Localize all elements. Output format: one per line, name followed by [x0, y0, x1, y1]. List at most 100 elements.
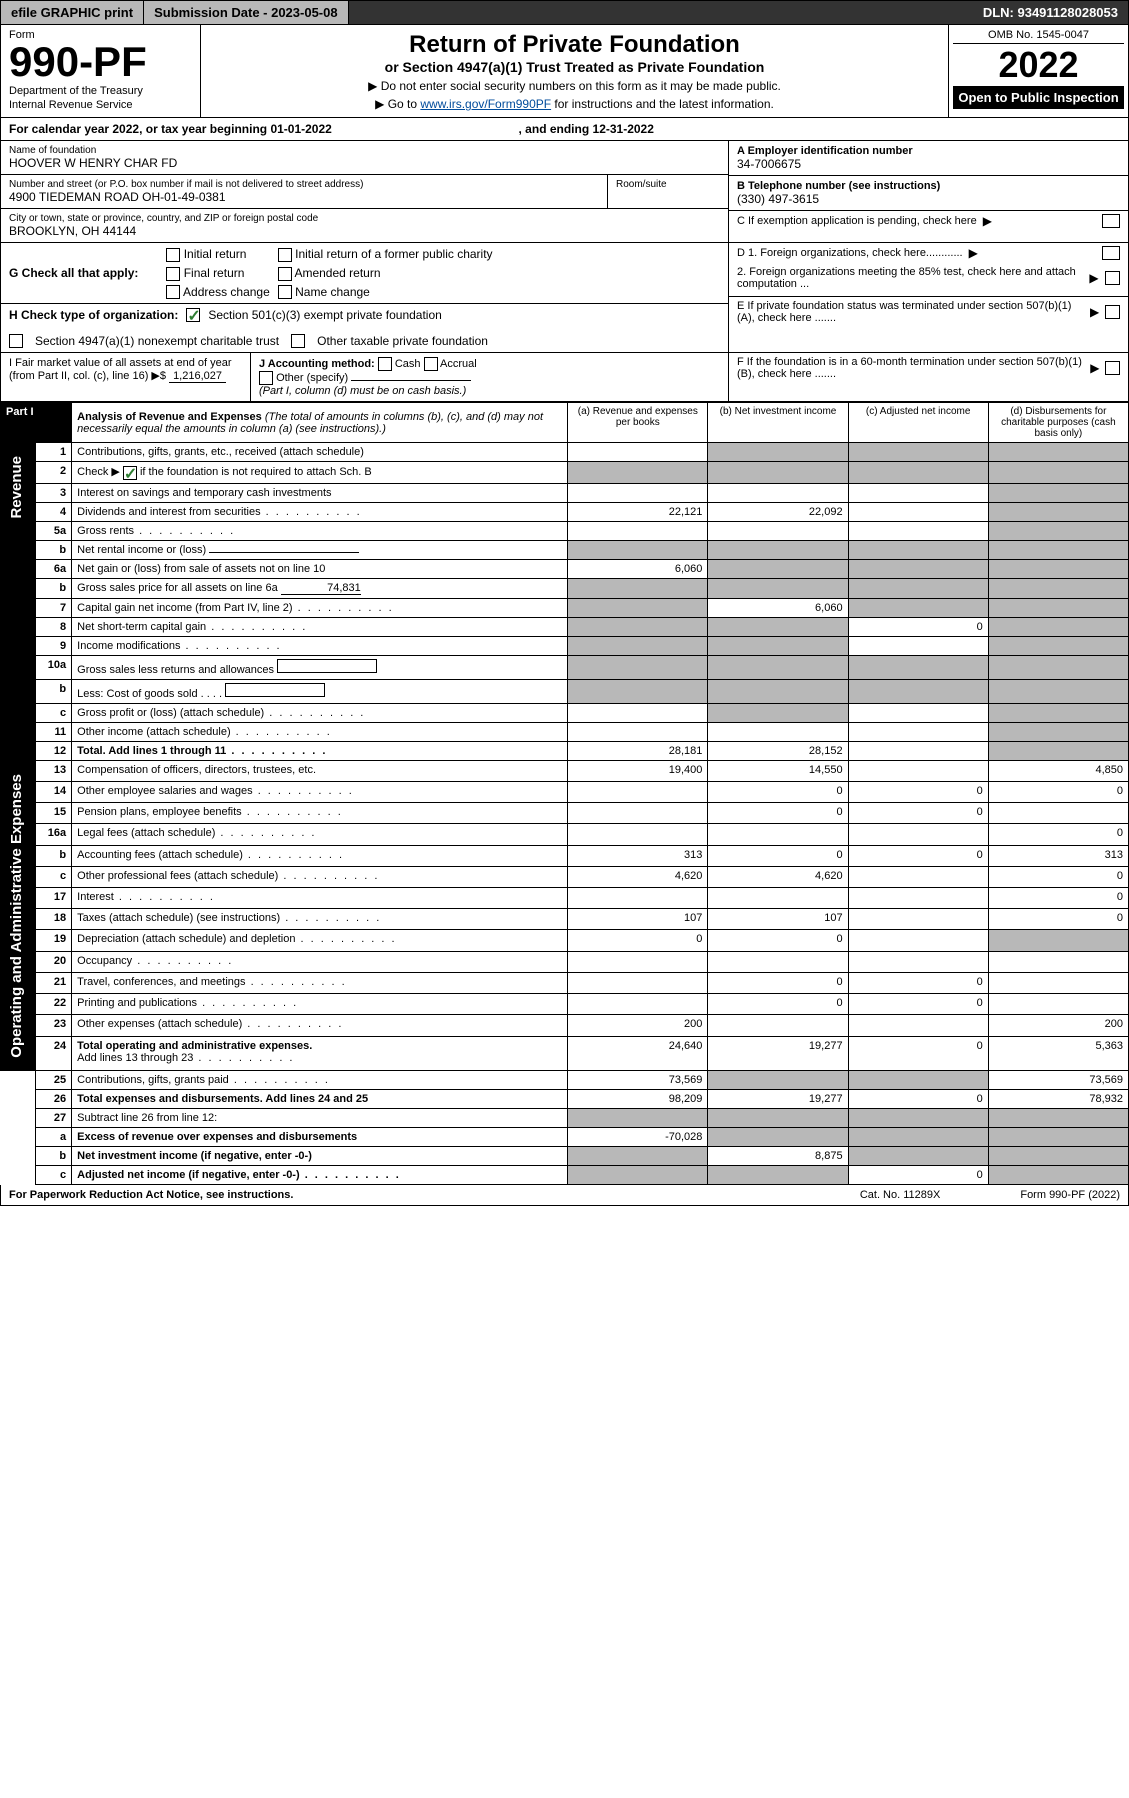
row-num: b: [35, 679, 72, 703]
row-desc: Occupancy: [72, 951, 568, 972]
header-center: Return of Private Foundation or Section …: [201, 25, 948, 117]
tax-year: 2022: [953, 44, 1124, 86]
name-label: Name of foundation: [9, 145, 720, 156]
row-num: 12: [35, 741, 72, 760]
cb-name-change[interactable]: [278, 285, 292, 299]
row-num: 26: [35, 1090, 72, 1109]
header-right: OMB No. 1545-0047 2022 Open to Public In…: [948, 25, 1128, 117]
row-desc: Excess of revenue over expenses and disb…: [72, 1128, 568, 1147]
j-cash: Cash: [395, 358, 421, 370]
g-opt-2: Address change: [183, 285, 270, 299]
amt: 0: [708, 930, 848, 951]
row-num: 16a: [35, 824, 72, 845]
footer-left: For Paperwork Reduction Act Notice, see …: [9, 1189, 860, 1201]
row-desc: Net rental income or (loss): [72, 540, 568, 559]
row-desc: Accounting fees (attach schedule): [72, 845, 568, 866]
city-value: BROOKLYN, OH 44144: [9, 224, 720, 238]
row-desc: Legal fees (attach schedule): [72, 824, 568, 845]
i-cell: I Fair market value of all assets at end…: [1, 353, 251, 401]
header-left: Form 990-PF Department of the Treasury I…: [1, 25, 201, 117]
cb-amended[interactable]: [278, 267, 292, 281]
row-num: 18: [35, 909, 72, 930]
amt: 22,092: [708, 502, 848, 521]
g-opt-1: Final return: [184, 266, 245, 280]
row-num: 3: [35, 483, 72, 502]
form990pf-link[interactable]: www.irs.gov/Form990PF: [420, 97, 551, 111]
cb-schb[interactable]: [123, 466, 137, 480]
efile-print-btn[interactable]: efile GRAPHIC print: [1, 1, 144, 24]
row-desc: Printing and publications: [72, 994, 568, 1015]
cb-other[interactable]: [259, 371, 273, 385]
row-num: 1: [35, 443, 72, 462]
omb: OMB No. 1545-0047: [953, 29, 1124, 44]
e-checkbox[interactable]: [1105, 305, 1120, 319]
amt: 0: [708, 803, 848, 824]
part1-title: Analysis of Revenue and Expenses: [77, 411, 262, 423]
revenue-side: Revenue: [1, 443, 36, 760]
amt: 4,850: [988, 760, 1128, 781]
row-desc: Interest on savings and temporary cash i…: [72, 483, 568, 502]
amt: 24,640: [568, 1036, 708, 1071]
amt: -70,028: [568, 1128, 708, 1147]
row-num: 25: [35, 1071, 72, 1090]
d2-row: 2. Foreign organizations meeting the 85%…: [729, 263, 1128, 297]
col-c-hdr: (c) Adjusted net income: [848, 403, 988, 443]
amt: 0: [848, 845, 988, 866]
row-num: c: [35, 703, 72, 722]
c-checkbox[interactable]: [1102, 214, 1120, 228]
row-desc: Capital gain net income (from Part IV, l…: [72, 598, 568, 617]
cb-initial-public[interactable]: [278, 248, 292, 262]
ein-label: A Employer identification number: [737, 145, 1120, 157]
f-checkbox[interactable]: [1105, 361, 1120, 375]
cb-cash[interactable]: [378, 357, 392, 371]
row-num: 11: [35, 722, 72, 741]
row-desc: Net gain or (loss) from sale of assets n…: [72, 559, 568, 578]
phone-value: (330) 497-3615: [737, 192, 1120, 206]
inst1: ▶ Do not enter social security numbers o…: [207, 79, 942, 93]
form-subtitle: or Section 4947(a)(1) Trust Treated as P…: [207, 59, 942, 75]
j-note: (Part I, column (d) must be on cash basi…: [259, 385, 466, 397]
cb-final-return[interactable]: [166, 267, 180, 281]
amt: 28,152: [708, 741, 848, 760]
arrow-icon: ▶: [969, 246, 978, 260]
h-label: H Check type of organization:: [9, 308, 178, 322]
city-label: City or town, state or province, country…: [9, 213, 720, 224]
amt: 0: [988, 887, 1128, 908]
amt: 107: [708, 909, 848, 930]
row-num: 24: [35, 1036, 72, 1071]
cb-501c3[interactable]: [186, 308, 200, 322]
amt: 0: [988, 909, 1128, 930]
g-label: G Check all that apply:: [9, 266, 138, 280]
cb-other-taxable[interactable]: [291, 334, 305, 348]
d1-checkbox[interactable]: [1102, 246, 1120, 260]
row-num: a: [35, 1128, 72, 1147]
d2-checkbox[interactable]: [1105, 271, 1120, 285]
cb-initial-return[interactable]: [166, 248, 180, 262]
cb-accrual[interactable]: [424, 357, 438, 371]
i-value: 1,216,027: [169, 370, 226, 383]
row-desc: Contributions, gifts, grants paid: [72, 1071, 568, 1090]
ij-f-block: I Fair market value of all assets at end…: [0, 353, 1129, 402]
row-desc: Travel, conferences, and meetings: [72, 972, 568, 993]
amt: 8,875: [708, 1147, 848, 1166]
f-text: F If the foundation is in a 60-month ter…: [737, 356, 1084, 380]
amt: 0: [848, 1090, 988, 1109]
inst2-pre: ▶ Go to: [375, 97, 420, 111]
amt: 0: [708, 994, 848, 1015]
arrow-icon: ▶: [1090, 361, 1099, 375]
amt: 19,400: [568, 760, 708, 781]
amt: 0: [708, 845, 848, 866]
footer: For Paperwork Reduction Act Notice, see …: [0, 1185, 1129, 1206]
row-num: c: [35, 866, 72, 887]
cb-address-change[interactable]: [166, 285, 180, 299]
amt: 19,277: [708, 1090, 848, 1109]
row-desc: Total. Add lines 1 through 11: [72, 741, 568, 760]
form-number: 990-PF: [9, 41, 192, 83]
arrow-icon: ▶: [1090, 305, 1099, 319]
amt: 0: [988, 824, 1128, 845]
amt: 313: [988, 845, 1128, 866]
cb-4947[interactable]: [9, 334, 23, 348]
h-row: H Check type of organization: Section 50…: [1, 304, 728, 352]
amt: 200: [568, 1015, 708, 1036]
topbar-spacer: [349, 1, 973, 24]
